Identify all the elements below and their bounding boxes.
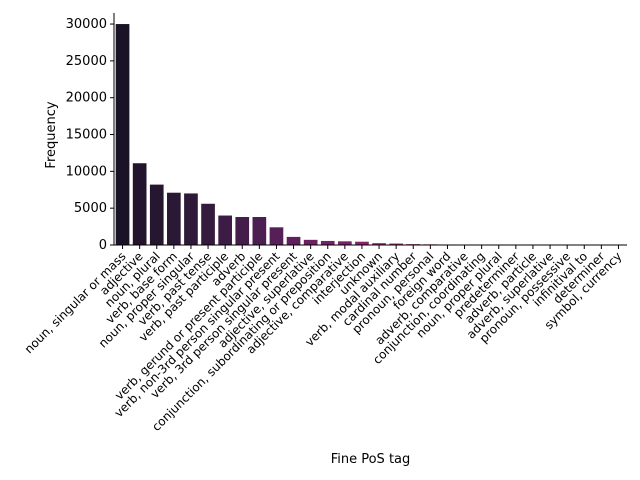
y-tick-label-5: 25000 bbox=[66, 54, 107, 69]
bar-2 bbox=[149, 184, 164, 245]
bar-0 bbox=[115, 24, 130, 245]
y-tick-label-6: 30000 bbox=[66, 17, 107, 32]
bar-6 bbox=[218, 215, 232, 245]
y-tick-label-4: 20000 bbox=[66, 91, 107, 106]
bar-14 bbox=[355, 241, 369, 245]
y-tick-label-3: 15000 bbox=[66, 128, 107, 143]
bar-13 bbox=[338, 241, 352, 245]
bar-3 bbox=[167, 192, 181, 245]
y-axis: 0 5000 10000 15000 20000 25000 30000 bbox=[66, 13, 115, 253]
bar-4 bbox=[184, 193, 198, 245]
y-tick-label-2: 10000 bbox=[66, 164, 107, 179]
x-axis-label: Fine PoS tag bbox=[331, 452, 411, 467]
bar-9 bbox=[269, 227, 284, 245]
bar-10 bbox=[286, 236, 301, 245]
y-tick-label-0: 0 bbox=[99, 238, 107, 253]
bar-12 bbox=[320, 240, 335, 245]
bar-1 bbox=[132, 163, 147, 245]
bar-15 bbox=[372, 243, 386, 245]
y-tick-label-1: 5000 bbox=[74, 201, 107, 216]
bar-11 bbox=[303, 239, 318, 245]
y-axis-label: Frequency bbox=[44, 101, 59, 168]
bar-7 bbox=[235, 217, 250, 245]
bar-5 bbox=[201, 203, 215, 245]
bars-group bbox=[115, 24, 626, 245]
bar-16 bbox=[389, 243, 403, 245]
bar-8 bbox=[252, 217, 267, 245]
